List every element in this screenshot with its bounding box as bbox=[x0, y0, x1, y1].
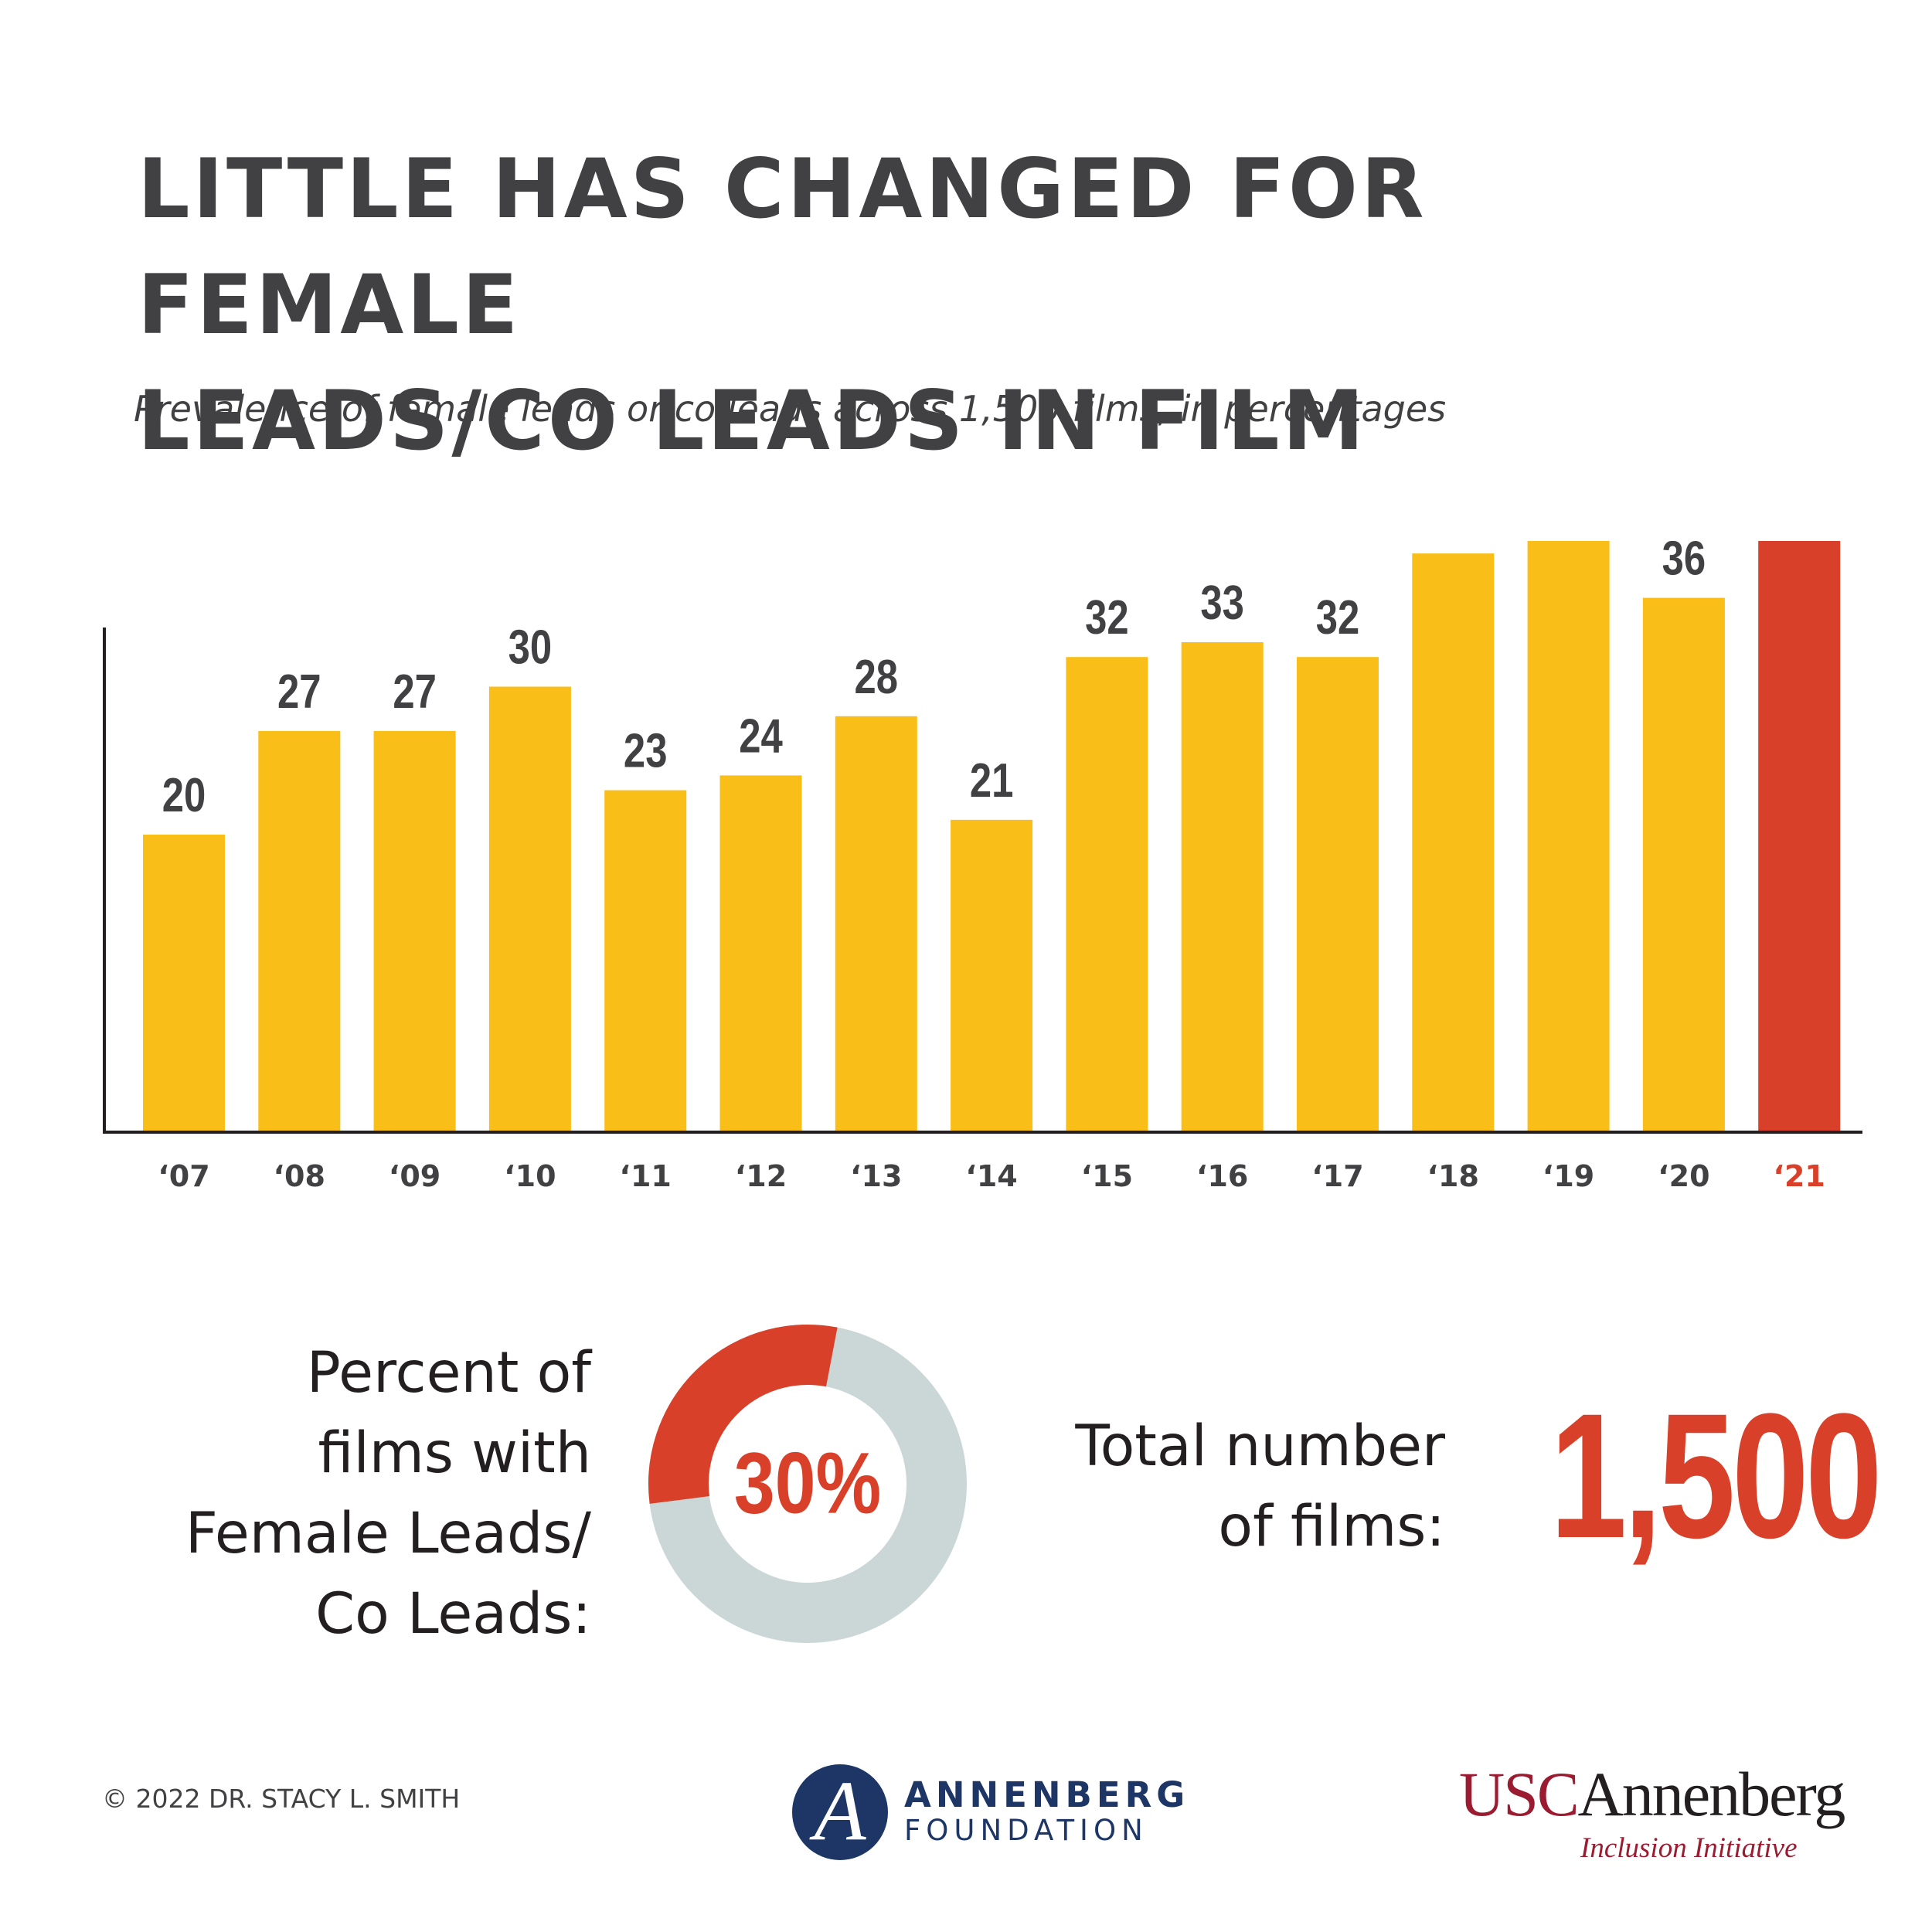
usc-wordmark: USC bbox=[1459, 1759, 1580, 1829]
bar-value-label: 33 bbox=[1200, 577, 1244, 630]
copyright-text: © 2022 DR. STACY L. SMITH bbox=[102, 1784, 461, 1814]
annenberg-foundation-name: ANNENBERG bbox=[904, 1774, 1190, 1815]
inclusion-initiative-text: Inclusion Initiative bbox=[1580, 1832, 1798, 1864]
bar-value-label: 30 bbox=[509, 621, 553, 675]
bar-value-label: 24 bbox=[739, 710, 783, 764]
x-tick-label: ‘10 bbox=[504, 1159, 556, 1193]
x-tick-label: ‘09 bbox=[389, 1159, 440, 1193]
bar bbox=[373, 730, 456, 1131]
x-tick-label: ‘16 bbox=[1196, 1159, 1248, 1193]
title-line-1: LITTLE HAS CHANGED FOR FEMALE bbox=[138, 141, 1427, 352]
annenberg-foundation-emblem-icon: A bbox=[792, 1764, 888, 1860]
title-line-2: LEADS/CO LEADS IN FILM bbox=[138, 373, 1367, 468]
x-tick-label: ‘21 bbox=[1774, 1159, 1825, 1193]
bar bbox=[1642, 597, 1725, 1131]
bar-value-label: 28 bbox=[855, 651, 899, 704]
usc-annenberg-logo: USCAnnenberg bbox=[1459, 1756, 1846, 1833]
bar-value-label: 36 bbox=[1662, 541, 1706, 586]
x-tick-label: ‘12 bbox=[735, 1159, 787, 1193]
bar-value-label: 32 bbox=[1085, 592, 1129, 645]
bar-value-label: 20 bbox=[162, 769, 206, 822]
bar bbox=[1412, 553, 1495, 1131]
x-tick-label: ‘08 bbox=[274, 1159, 325, 1193]
donut-chart: 30% bbox=[648, 1325, 967, 1643]
bar bbox=[951, 819, 1033, 1131]
bar-value-label: 27 bbox=[277, 665, 321, 719]
donut-label: Percent of films with Female Leads/ Co L… bbox=[93, 1333, 591, 1655]
annenberg-foundation-sub: FOUNDATION bbox=[904, 1814, 1148, 1847]
bar bbox=[1066, 657, 1148, 1131]
donut-label-line: films with bbox=[318, 1420, 592, 1486]
x-tick-label: ‘13 bbox=[850, 1159, 902, 1193]
x-tick-label: ‘07 bbox=[158, 1159, 209, 1193]
donut-filled-arc bbox=[648, 1325, 838, 1504]
donut-label-line: Co Leads: bbox=[315, 1581, 591, 1647]
bar-value-label: 32 bbox=[1316, 592, 1360, 645]
bar-value-label: 23 bbox=[624, 725, 668, 778]
donut-value: 30% bbox=[734, 1436, 882, 1532]
x-tick-label: ‘18 bbox=[1427, 1159, 1479, 1193]
bar bbox=[719, 775, 802, 1131]
x-tick-label: ‘15 bbox=[1081, 1159, 1133, 1193]
total-label-line: Total number bbox=[1075, 1413, 1445, 1479]
page-title: LITTLE HAS CHANGED FOR FEMALE LEADS/CO L… bbox=[138, 131, 1838, 479]
donut-label-line: Percent of bbox=[306, 1340, 591, 1406]
total-value: 1,500 bbox=[1549, 1376, 1883, 1575]
x-tick-label: ‘17 bbox=[1311, 1159, 1363, 1193]
x-tick-label: ‘19 bbox=[1543, 1159, 1594, 1193]
bar bbox=[258, 730, 341, 1131]
bar bbox=[1297, 657, 1379, 1131]
x-tick-label: ‘14 bbox=[965, 1159, 1017, 1193]
page-subtitle: Prevalence of female leads or co leads a… bbox=[134, 388, 1447, 430]
emblem-letter: A bbox=[808, 1764, 866, 1858]
bar-value-label: 27 bbox=[393, 665, 437, 719]
bar bbox=[1181, 642, 1264, 1131]
bar bbox=[1527, 541, 1610, 1131]
annenberg-wordmark: Annenberg bbox=[1577, 1759, 1846, 1829]
bar bbox=[604, 790, 687, 1131]
bar bbox=[488, 686, 571, 1131]
x-tick-label: ‘20 bbox=[1658, 1159, 1709, 1193]
bar bbox=[143, 835, 225, 1131]
x-tick-label: ‘11 bbox=[620, 1159, 672, 1193]
bar-chart: 20 ‘07 27 ‘08 27 ‘09 30 ‘10 23 ‘11 24 ‘12 28 ‘13 21 ‘14… bbox=[103, 541, 1862, 1193]
total-label-line: of films: bbox=[1218, 1494, 1445, 1560]
bar bbox=[1758, 541, 1841, 1131]
bar bbox=[835, 716, 917, 1131]
total-label: Total number of films: bbox=[997, 1406, 1445, 1567]
donut-label-line: Female Leads/ bbox=[185, 1501, 591, 1566]
bar-value-label: 21 bbox=[970, 754, 1014, 808]
